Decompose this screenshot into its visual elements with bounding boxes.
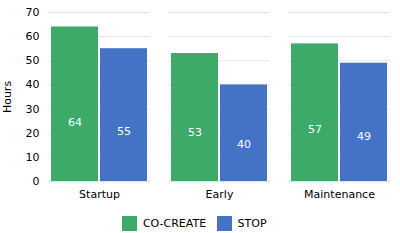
svg-text:50: 50 <box>26 54 40 67</box>
svg-text:30: 30 <box>26 103 40 116</box>
svg-text:49: 49 <box>357 130 371 143</box>
svg-text:Startup: Startup <box>79 188 120 201</box>
svg-text:Maintenance: Maintenance <box>304 188 375 201</box>
svg-text:Early: Early <box>206 188 234 201</box>
svg-text:40: 40 <box>237 138 251 151</box>
svg-text:60: 60 <box>26 30 40 43</box>
html-text:STOP: STOP <box>237 217 267 230</box>
svg-text:Hours: Hours <box>1 81 14 113</box>
svg-text:64: 64 <box>68 116 82 129</box>
svg-text:10: 10 <box>26 151 40 164</box>
html-text:CO-CREATE: CO-CREATE <box>142 217 207 230</box>
svg-text:53: 53 <box>188 126 202 139</box>
svg-text:40: 40 <box>26 78 40 91</box>
svg-text:20: 20 <box>26 127 40 140</box>
svg-text:55: 55 <box>117 125 131 138</box>
svg-text:70: 70 <box>26 6 40 19</box>
svg-text:57: 57 <box>308 123 322 136</box>
svg-text:0: 0 <box>33 175 40 188</box>
